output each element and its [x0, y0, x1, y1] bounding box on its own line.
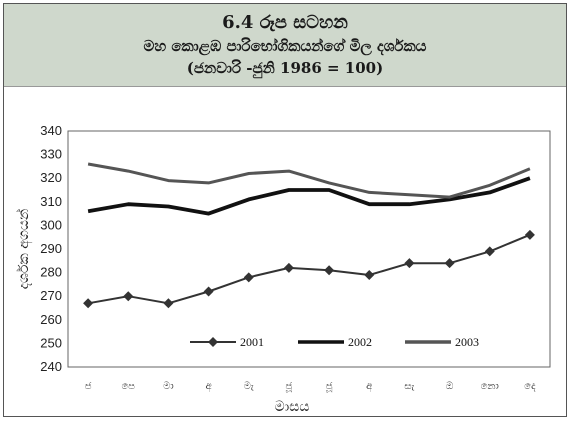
- x-tick-label: පෙ: [121, 381, 135, 392]
- legend-label: 2001: [240, 335, 264, 349]
- legend-label: 2002: [348, 335, 372, 349]
- x-axis-title: මාසය: [275, 399, 310, 415]
- chart-subtitle: (ජනවාරි -ජුනි 1986 = 100): [186, 59, 384, 77]
- data-point: [163, 298, 174, 309]
- x-tick-label: අ: [366, 381, 372, 392]
- legend-item-2001: 2001: [190, 335, 264, 349]
- plot-border: [67, 130, 551, 368]
- series-line: [87, 233, 531, 305]
- legend-item-2002: 2002: [298, 335, 372, 349]
- x-tick-label: ජූ: [325, 381, 332, 392]
- plot-area: [67, 130, 551, 368]
- chart-frame: 6.4 රූප සටහන මහ කොළඹ පාරිභෝගිකයන්ගේ මිල …: [3, 3, 567, 417]
- x-tick-label: සැ: [404, 381, 414, 392]
- data-point: [283, 262, 294, 273]
- x-axis: ජ පෙ මා අ මැ ජූ ජූ අ සැ ඔ නො දෙ: [85, 381, 536, 392]
- data-point: [203, 286, 214, 297]
- x-tick-label: අ: [205, 381, 211, 392]
- y-tick-label: 240: [40, 359, 62, 374]
- y-tick-label: 300: [40, 217, 62, 232]
- x-tick-label: ජ: [85, 381, 92, 392]
- legend-marker: [208, 337, 218, 347]
- series-2001: [83, 229, 535, 309]
- title-band: 6.4 රූප සටහන මහ කොළඹ පාරිභෝගිකයන්ගේ මිල …: [4, 4, 566, 87]
- y-tick-label: 340: [40, 123, 62, 138]
- data-point: [484, 246, 495, 257]
- x-tick-label: ඔ: [446, 381, 454, 392]
- x-tick-label: මැ: [244, 381, 254, 392]
- y-axis-title: දර්ශක අගයන්: [16, 209, 33, 290]
- y-tick-label: 260: [40, 312, 62, 327]
- y-axis: 240 250 260 270 280 290 300 310 320 330 340: [40, 123, 62, 374]
- y-tick-label: 280: [40, 265, 62, 280]
- data-point: [364, 269, 375, 280]
- data-point: [243, 272, 254, 283]
- chart-number-title: 6.4 රූප සටහන: [222, 12, 348, 33]
- legend-label: 2003: [455, 335, 479, 349]
- x-tick-label: නො: [481, 381, 499, 392]
- series-2003: [87, 162, 531, 199]
- series-line: [87, 162, 531, 199]
- data-point: [524, 229, 535, 240]
- x-tick-label: දෙ: [524, 381, 536, 392]
- x-tick-label: මා: [163, 381, 173, 392]
- y-tick-label: 250: [40, 335, 62, 350]
- series-line: [87, 176, 531, 216]
- y-tick-label: 330: [40, 147, 62, 162]
- data-point: [404, 258, 415, 269]
- y-tick-label: 290: [40, 241, 62, 256]
- data-point: [444, 258, 455, 269]
- series-layer: [83, 162, 535, 309]
- series-2002: [87, 176, 531, 216]
- y-tick-label: 310: [40, 194, 62, 209]
- legend-item-2003: 2003: [405, 335, 479, 349]
- chart-title: මහ කොළඹ පාරිභෝගිකයන්ගේ මිල දර්ශකය: [143, 37, 427, 55]
- y-tick-label: 270: [40, 288, 62, 303]
- x-tick-label: ජූ: [285, 381, 292, 392]
- legend: 2001 2002 2003: [190, 335, 479, 349]
- data-point: [123, 291, 134, 302]
- data-point: [83, 298, 94, 309]
- data-point: [324, 265, 335, 276]
- y-tick-label: 320: [40, 170, 62, 185]
